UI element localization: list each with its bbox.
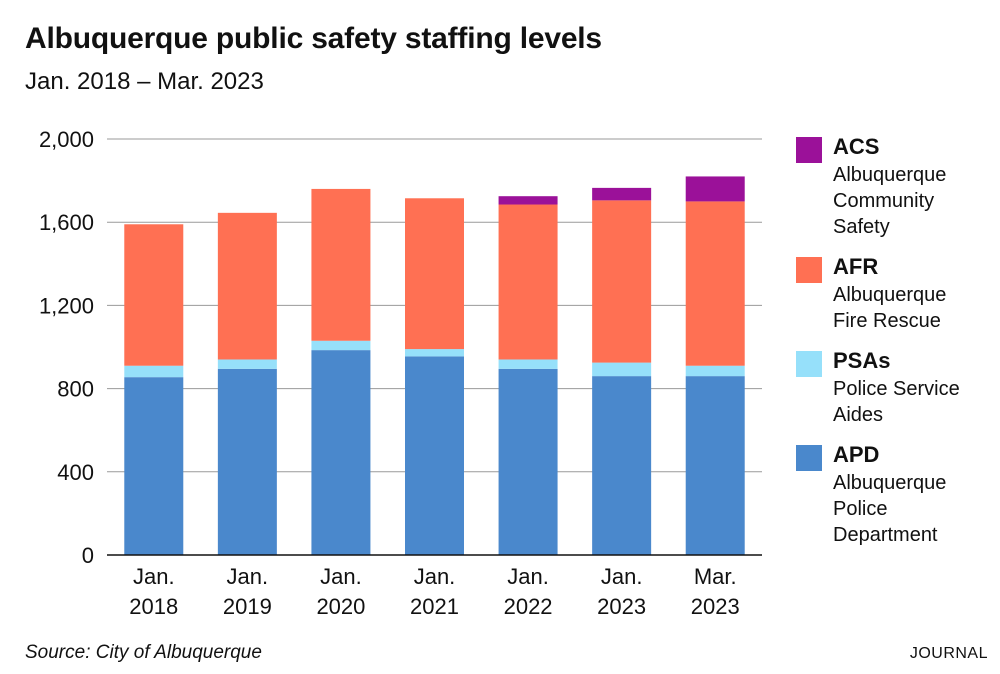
chart-title: Albuquerque public safety staffing level… <box>25 22 602 55</box>
bar-segment-psas <box>124 365 184 378</box>
legend-swatch-psas <box>796 351 822 377</box>
bar-segment-apd <box>124 377 184 555</box>
bar-segment-psas <box>311 340 371 351</box>
bar-segment-psas <box>685 365 745 377</box>
bar-segment-apd <box>311 350 371 555</box>
x-tick-label: 2018 <box>129 594 178 619</box>
bar-segment-afr <box>217 212 277 360</box>
legend-code-acs: ACS <box>833 134 880 159</box>
bar-segment-afr <box>685 201 745 366</box>
x-tick-label: 2023 <box>691 594 740 619</box>
legend-swatch-apd <box>796 445 822 471</box>
legend-item-acs: ACS Albuquerque Community Safety <box>796 132 996 240</box>
bar-segment-apd <box>405 356 464 555</box>
y-tick-label: 1,200 <box>39 293 94 318</box>
x-tick-label: Jan. <box>133 564 175 589</box>
x-tick-label: Jan. <box>320 564 362 589</box>
legend-item-psas: PSAs Police Service Aides <box>796 346 996 428</box>
y-tick-label: 1,600 <box>39 210 94 235</box>
bar-segment-acs <box>498 196 558 205</box>
bar-segment-afr <box>405 198 464 350</box>
y-tick-label: 2,000 <box>39 127 94 152</box>
legend-code-psas: PSAs <box>833 348 891 373</box>
bar-segment-apd <box>498 368 558 555</box>
bar-segment-psas <box>217 359 277 369</box>
bar-segment-afr <box>124 224 184 366</box>
legend-swatch-afr <box>796 257 822 283</box>
publisher-credit: JOURNAL <box>909 645 988 662</box>
legend-name-acs: Albuquerque Community Safety <box>833 164 947 238</box>
bar-segment-acs <box>592 187 652 201</box>
y-tick-label: 400 <box>57 460 94 485</box>
legend-code-afr: AFR <box>833 254 879 279</box>
axes: 0 400 800 1,200 1,600 2,000 Jan. 2018 Jan. 2019 Ja… <box>39 127 762 619</box>
bars <box>124 176 745 555</box>
legend: ACS Albuquerque Community Safety AFR Alb… <box>796 132 996 560</box>
x-tick-label: 2021 <box>410 594 459 619</box>
y-tick-label: 0 <box>82 543 94 568</box>
bar-segment-psas <box>498 359 558 369</box>
bar-segment-acs <box>685 176 745 202</box>
bar-segment-afr <box>311 188 371 341</box>
x-tick-label: 2020 <box>316 594 365 619</box>
x-tick-label: Jan. <box>227 564 269 589</box>
legend-item-apd: APD Albuquerque Police Department <box>796 440 996 548</box>
legend-name-apd: Albuquerque Police Department <box>833 472 947 546</box>
x-tick-label: Jan. <box>507 564 549 589</box>
x-tick-label: Jan. <box>414 564 456 589</box>
x-tick-label: 2019 <box>223 594 272 619</box>
bar-segment-apd <box>217 368 277 555</box>
x-tick-label: Mar. <box>694 564 737 589</box>
x-tick-label: 2022 <box>504 594 553 619</box>
bar-segment-afr <box>592 200 652 363</box>
bar-segment-psas <box>405 349 464 357</box>
legend-name-afr: Albuquerque Fire Rescue <box>833 284 947 332</box>
x-tick-label: Jan. <box>601 564 643 589</box>
legend-code-apd: APD <box>833 442 880 467</box>
bar-segment-apd <box>592 376 652 555</box>
legend-name-psas: Police Service Aides <box>833 378 960 426</box>
bar-segment-apd <box>685 376 745 555</box>
stacked-bar-chart: 0 400 800 1,200 1,600 2,000 Jan. 2018 Jan. 2019 Ja… <box>39 127 762 619</box>
bar-segment-psas <box>592 362 652 377</box>
source-note: Source: City of Albuquerque <box>25 642 262 663</box>
y-tick-label: 800 <box>57 377 94 402</box>
legend-item-afr: AFR Albuquerque Fire Rescue <box>796 252 996 334</box>
bar-segment-afr <box>498 204 558 360</box>
x-tick-label: 2023 <box>597 594 646 619</box>
chart-subtitle: Jan. 2018 – Mar. 2023 <box>25 68 264 95</box>
legend-swatch-acs <box>796 137 822 163</box>
